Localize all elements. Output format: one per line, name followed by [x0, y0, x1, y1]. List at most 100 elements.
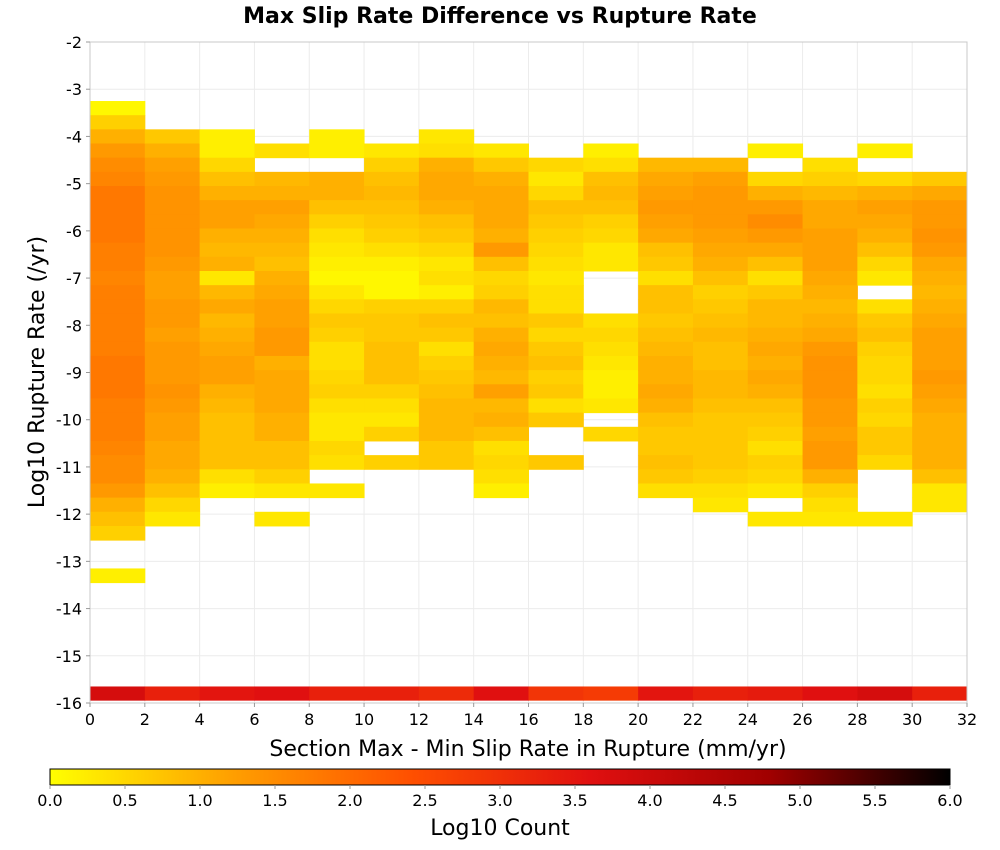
heatmap-cell	[309, 214, 365, 229]
heatmap-cell	[254, 327, 310, 343]
heatmap-cell	[418, 455, 475, 470]
heatmap-cell	[418, 313, 475, 329]
heatmap-cell	[144, 426, 201, 442]
heatmap-cell	[144, 313, 201, 329]
heatmap-cell	[857, 313, 913, 329]
x-tick-label: 26	[792, 710, 812, 729]
heatmap-cell	[528, 313, 584, 329]
heatmap-cell	[638, 426, 694, 442]
heatmap-cell	[90, 129, 146, 145]
heatmap-cell	[747, 256, 804, 272]
heatmap-cell	[199, 686, 255, 701]
heatmap-cell	[638, 214, 694, 229]
heatmap-cell	[583, 242, 639, 258]
heatmap-cell	[802, 285, 858, 300]
heatmap-cell	[747, 214, 804, 229]
heatmap-cell	[473, 285, 529, 300]
heatmap-cell	[309, 313, 365, 329]
y-tick-label: -7	[66, 269, 82, 288]
y-tick-label: -11	[56, 458, 82, 477]
heatmap-cell	[528, 228, 584, 244]
heatmap-cell	[473, 171, 529, 187]
heatmap-cell	[254, 242, 310, 258]
heatmap-cell	[418, 398, 475, 414]
heatmap-cell	[583, 313, 639, 329]
heatmap-cell	[199, 143, 255, 159]
x-tick-label: 10	[354, 710, 374, 729]
heatmap-cell	[528, 370, 584, 385]
heatmap-cell	[857, 299, 913, 314]
heatmap-cell	[912, 355, 968, 371]
heatmap-cell	[473, 412, 529, 428]
heatmap-cell	[90, 355, 146, 371]
heatmap-cell	[254, 384, 310, 399]
heatmap-cell	[144, 285, 201, 300]
heatmap-cell	[912, 186, 968, 201]
heatmap-cell	[309, 412, 365, 428]
heatmap-cell	[857, 186, 913, 201]
heatmap-cell	[912, 483, 968, 499]
heatmap-cell	[254, 483, 310, 499]
heatmap-cell	[199, 228, 255, 244]
heatmap-cell	[692, 214, 749, 229]
colorbar-tick-label: 5.5	[862, 791, 887, 810]
heatmap-cell	[802, 455, 858, 470]
heatmap-cell	[199, 299, 255, 314]
heatmap-cell	[144, 186, 201, 201]
heatmap-cell	[90, 483, 146, 499]
heatmap-cell	[528, 214, 584, 229]
heatmap-cell	[528, 355, 584, 371]
heatmap-cell	[199, 256, 255, 272]
heatmap-cell	[473, 186, 529, 201]
heatmap-cell	[364, 242, 420, 258]
heatmap-cell	[309, 299, 365, 314]
heatmap-cell	[802, 355, 858, 371]
heatmap-cell	[309, 370, 365, 385]
colorbar-tick-label: 0.5	[112, 791, 137, 810]
heatmap-cell	[747, 686, 804, 701]
x-tick-label: 0	[85, 710, 95, 729]
heatmap-cell	[364, 686, 420, 701]
heatmap-cell	[199, 186, 255, 201]
heatmap-cell	[309, 327, 365, 343]
y-tick-label: -8	[66, 316, 82, 335]
heatmap-cell	[90, 285, 146, 300]
heatmap-cell	[254, 256, 310, 272]
heatmap-cell	[90, 327, 146, 343]
heatmap-cell	[692, 242, 749, 258]
heatmap-cell	[254, 143, 310, 159]
heatmap-cell	[254, 686, 310, 701]
heatmap-cell	[418, 327, 475, 343]
heatmap-cell	[528, 686, 584, 701]
heatmap-cell	[747, 186, 804, 201]
heatmap-cell	[309, 483, 365, 499]
heatmap-cell	[747, 228, 804, 244]
heatmap-cell	[90, 455, 146, 470]
heatmap-cell	[583, 341, 639, 357]
heatmap-cell	[692, 483, 749, 499]
heatmap-cell	[418, 157, 475, 173]
heatmap-cell	[857, 412, 913, 428]
heatmap-cell	[912, 242, 968, 258]
heatmap-cell	[90, 313, 146, 329]
heatmap-cell	[912, 469, 968, 484]
heatmap-cell	[144, 384, 201, 399]
heatmap-cell	[692, 157, 749, 173]
heatmap-cell	[912, 285, 968, 300]
heatmap-cell	[254, 412, 310, 428]
heatmap-cell	[638, 370, 694, 385]
x-tick-label: 12	[409, 710, 429, 729]
heatmap-cell	[692, 299, 749, 314]
colorbar-tick-label: 4.5	[712, 791, 737, 810]
heatmap-cell	[912, 370, 968, 385]
heatmap-cell	[638, 157, 694, 173]
heatmap-cell	[802, 157, 858, 173]
heatmap-cell	[254, 285, 310, 300]
heatmap-cell	[364, 256, 420, 272]
heatmap-cell	[857, 398, 913, 414]
heatmap-cell	[912, 171, 968, 187]
heatmap-cell	[309, 200, 365, 215]
y-tick-label: -10	[56, 411, 82, 430]
heatmap-cell	[692, 440, 749, 456]
heatmap-cell	[254, 313, 310, 329]
